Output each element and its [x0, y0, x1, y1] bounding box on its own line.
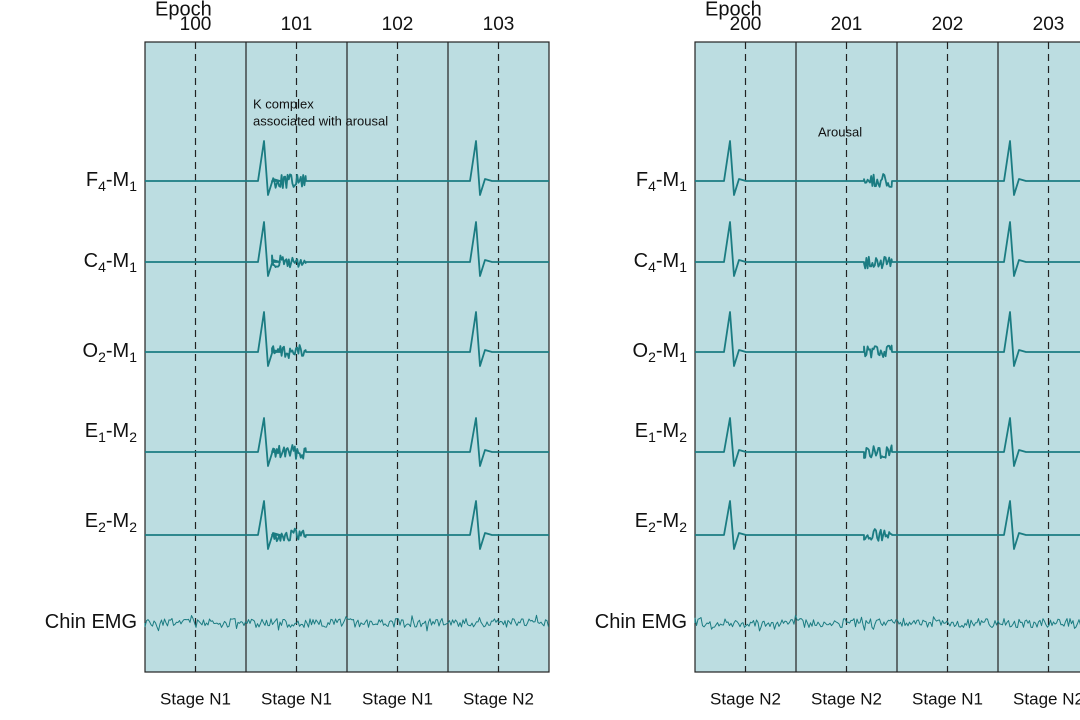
channel-label-part: 2	[98, 349, 106, 365]
stage-label: Stage N2	[811, 689, 882, 708]
channel-label-part: O	[633, 340, 649, 362]
emg-trace	[694, 614, 1080, 632]
eeg-trace	[695, 221, 1080, 277]
channel-label-part: -M	[106, 169, 129, 191]
channel-label-part: 1	[129, 349, 137, 365]
eeg-trace	[145, 140, 549, 196]
channel-label-part: E	[85, 420, 98, 442]
channel-label-part: 2	[679, 429, 687, 445]
channel-label-part: 1	[679, 178, 687, 194]
panel-background	[694, 41, 1080, 673]
channel-label-part: C	[634, 250, 648, 272]
annotation: Arousal	[818, 124, 862, 139]
channel-label-part: Chin EMG	[595, 611, 687, 633]
channel-label-part: 4	[648, 259, 656, 275]
channel-label-part: E	[85, 510, 98, 532]
channel-label: Chin EMG	[45, 611, 137, 633]
channel-label-part: 2	[129, 429, 137, 445]
channel-label: O2-M1	[633, 340, 688, 364]
channel-label: F4-M1	[636, 169, 687, 193]
epoch-number: 100	[180, 14, 212, 35]
channel-label-part: -M	[656, 169, 679, 191]
epoch-number: 201	[831, 14, 863, 35]
annotation: associated with arousal	[253, 113, 388, 128]
channel-label: C4-M1	[84, 250, 138, 274]
eeg-trace	[145, 500, 549, 550]
channel-label-part: -M	[656, 420, 679, 442]
channel-label-part: 4	[98, 178, 106, 194]
channel-label-part: -M	[106, 340, 129, 362]
eeg-trace	[695, 311, 1080, 367]
channel-label-part: F	[636, 169, 648, 191]
epoch-number: 102	[382, 14, 414, 35]
epoch-number: 200	[730, 14, 762, 35]
channel-label-part: 2	[648, 349, 656, 365]
eeg-trace	[145, 417, 549, 467]
channel-label: Chin EMG	[595, 611, 687, 633]
channel-label-part: 1	[129, 259, 137, 275]
eeg-trace	[145, 311, 549, 367]
channel-label-part: 4	[98, 259, 106, 275]
channel-label-part: E	[635, 420, 648, 442]
channel-label-part: -M	[106, 250, 129, 272]
eeg-trace	[145, 221, 549, 277]
epoch-number: 203	[1033, 14, 1065, 35]
channel-label-part: -M	[106, 420, 129, 442]
channel-label: F4-M1	[86, 169, 137, 193]
channel-label-part: 4	[648, 178, 656, 194]
channel-label-part: C	[84, 250, 98, 272]
annotation: K complex	[253, 96, 314, 111]
channel-label-part: F	[86, 169, 98, 191]
channel-label: E1-M2	[85, 420, 137, 444]
channel-label-part: 2	[679, 519, 687, 535]
stage-label: Stage N1	[362, 689, 433, 708]
channel-label-part: 1	[679, 349, 687, 365]
epoch-heading: Epoch	[155, 0, 212, 20]
channel-label: E2-M2	[85, 510, 137, 534]
channel-label: E1-M2	[635, 420, 687, 444]
stage-label: Stage N1	[912, 689, 983, 708]
channel-label-part: 1	[679, 259, 687, 275]
channel-label-part: 2	[648, 519, 656, 535]
channel-label-part: E	[635, 510, 648, 532]
stage-label: Stage N2	[710, 689, 781, 708]
epoch-number: 101	[281, 14, 313, 35]
channel-label-part: Chin EMG	[45, 611, 137, 633]
channel-label-part: 1	[98, 429, 106, 445]
epoch-heading: Epoch	[705, 0, 762, 20]
eeg-trace	[695, 417, 1080, 467]
epoch-number: 202	[932, 14, 964, 35]
channel-label-part: -M	[106, 510, 129, 532]
stage-label: Stage N1	[261, 689, 332, 708]
channel-label-part: 1	[129, 178, 137, 194]
emg-trace	[144, 614, 549, 632]
channel-label-part: 2	[98, 519, 106, 535]
stage-label: Stage N2	[1013, 689, 1080, 708]
epoch-number: 103	[483, 14, 515, 35]
channel-label-part: O	[83, 340, 99, 362]
eeg-trace	[695, 140, 1080, 196]
channel-label-part: 2	[129, 519, 137, 535]
channel-label: O2-M1	[83, 340, 138, 364]
channel-label-part: -M	[656, 510, 679, 532]
eeg-trace	[695, 500, 1080, 550]
channel-label-part: 1	[648, 429, 656, 445]
channel-label-part: -M	[656, 250, 679, 272]
channel-label-part: -M	[656, 340, 679, 362]
stage-label: Stage N1	[160, 689, 231, 708]
channel-label: C4-M1	[634, 250, 688, 274]
channel-label: E2-M2	[635, 510, 687, 534]
stage-label: Stage N2	[463, 689, 534, 708]
